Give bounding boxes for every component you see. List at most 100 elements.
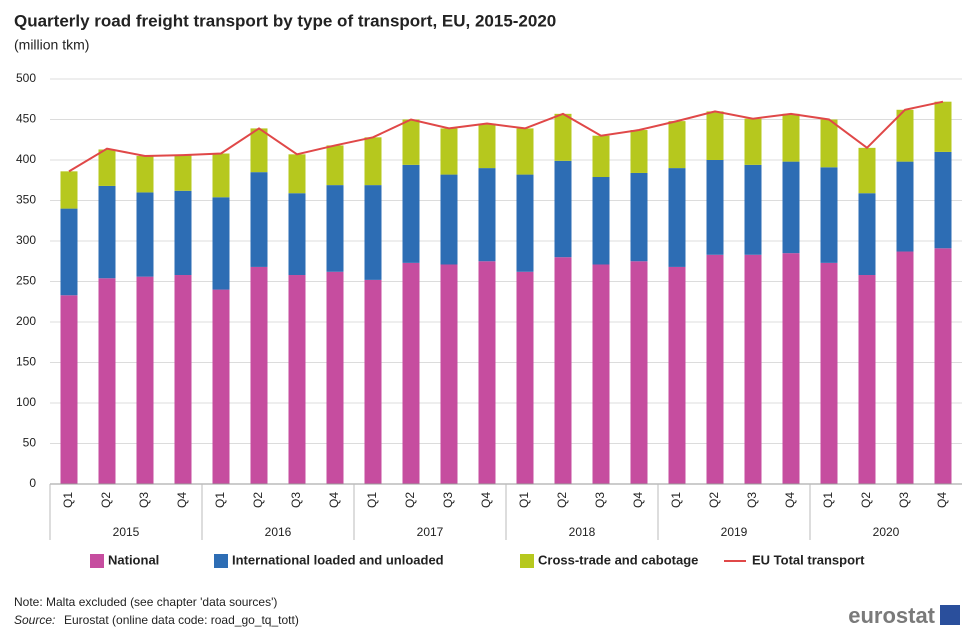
bar [516,174,534,272]
x-tick-label: Q2 [859,492,873,508]
y-tick-label: 200 [16,314,36,328]
group-label: 2017 [417,525,444,539]
x-tick-label: Q4 [327,492,341,508]
bar [782,161,800,254]
bar [668,121,686,169]
x-tick-label: Q1 [669,492,683,508]
bar [934,101,952,152]
bar [744,118,762,165]
y-tick-label: 450 [16,112,36,126]
bar [440,174,458,265]
x-tick-label: Q3 [137,492,151,508]
legend-label: EU Total transport [752,552,865,567]
group-label: 2018 [569,525,596,539]
bar [630,261,648,484]
bar [478,168,496,262]
bar [858,193,876,276]
bar [212,289,230,484]
x-tick-label: Q1 [61,492,75,508]
legend-swatch [90,554,104,568]
source-label: Source: [14,613,55,627]
bar [364,137,382,186]
bar [668,266,686,484]
bar [364,279,382,484]
legend-swatch [520,554,534,568]
bar [820,119,838,168]
bar [288,193,306,276]
bar [782,113,800,162]
bar [288,154,306,194]
bar [136,155,154,193]
bar [212,197,230,290]
line [68,100,944,173]
bar [402,262,420,484]
bar [364,185,382,280]
chart-subtitle: (million tkm) [14,37,89,53]
bar [858,147,876,194]
y-tick-label: 300 [16,233,36,247]
bar [136,192,154,277]
x-tick-label: Q4 [631,492,645,508]
bar [820,262,838,484]
bar [478,261,496,484]
bar [402,164,420,263]
x-tick-label: Q3 [745,492,759,508]
bar [630,130,648,173]
x-tick-label: Q2 [403,492,417,508]
bar [402,119,420,165]
bar [934,248,952,484]
x-tick-label: Q1 [365,492,379,508]
x-tick-label: Q2 [707,492,721,508]
bar [668,168,686,267]
logo: eurostat [848,603,935,628]
bar [554,160,572,258]
bar [98,278,116,484]
bar [174,190,192,276]
x-tick-label: Q4 [935,492,949,508]
chart-title: Quarterly road freight transport by type… [14,11,556,30]
bar [706,254,724,484]
bar [326,145,344,186]
bar [250,172,268,267]
bar [478,123,496,169]
y-tick-label: 150 [16,355,36,369]
x-tick-label: Q2 [99,492,113,508]
bar [934,151,952,249]
bar [744,164,762,255]
bar [174,155,192,191]
x-tick-label: Q1 [517,492,531,508]
y-tick-label: 250 [16,274,36,288]
bar [136,276,154,484]
group-label: 2019 [721,525,748,539]
group-label: 2016 [265,525,292,539]
x-tick-label: Q2 [555,492,569,508]
group-label: 2015 [113,525,140,539]
x-tick-label: Q2 [251,492,265,508]
x-tick-label: Q3 [289,492,303,508]
x-tick-label: Q4 [479,492,493,508]
group-label: 2020 [873,525,900,539]
bar [174,275,192,484]
bar [212,153,230,198]
bar [592,135,610,178]
legend-swatch [214,554,228,568]
bar [60,208,78,296]
bar [440,264,458,484]
bar [60,295,78,484]
bar [896,251,914,484]
x-tick-label: Q1 [821,492,835,508]
x-tick-label: Q3 [441,492,455,508]
bar [554,113,572,161]
bar [896,109,914,162]
logo-flag [940,605,960,625]
bar [98,185,116,279]
y-tick-label: 400 [16,152,36,166]
bar [782,253,800,484]
y-tick-label: 350 [16,193,36,207]
bar [288,275,306,484]
bar [98,149,116,186]
bar [326,185,344,272]
bar [896,161,914,252]
y-tick-label: 500 [16,71,36,85]
